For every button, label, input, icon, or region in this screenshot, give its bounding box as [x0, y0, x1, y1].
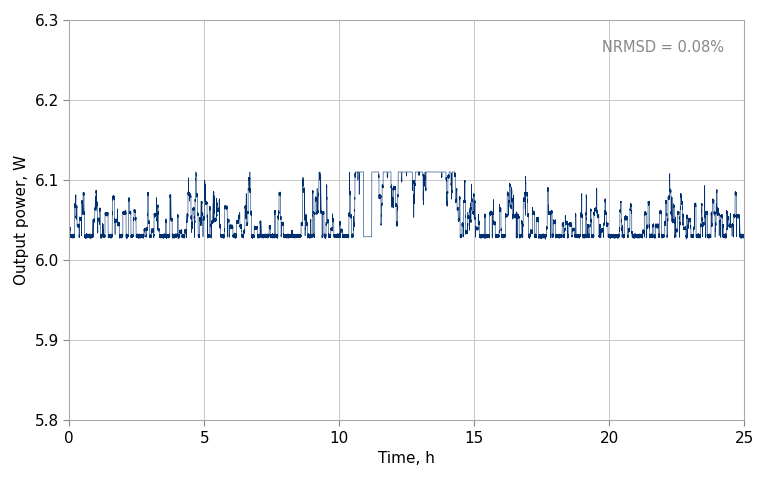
- Text: NRMSD = 0.08%: NRMSD = 0.08%: [602, 40, 724, 55]
- Y-axis label: Output power, W: Output power, W: [14, 155, 29, 285]
- X-axis label: Time, h: Time, h: [379, 451, 435, 466]
